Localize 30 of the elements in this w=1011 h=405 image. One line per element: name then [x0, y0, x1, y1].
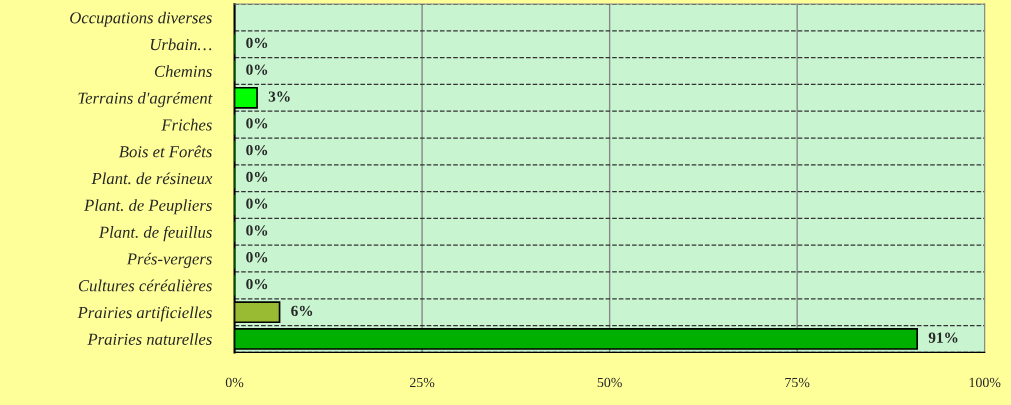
data-label: 0% — [246, 144, 268, 156]
data-label: 3% — [268, 91, 290, 102]
data-label: 0% — [246, 225, 268, 236]
y-tick-label: Plant. de résineux — [91, 172, 213, 185]
y-tick-label: Chemins — [154, 65, 212, 77]
y-tick-label: Friches — [161, 118, 212, 131]
data-label: 0% — [246, 252, 268, 263]
y-tick-label: Cultures céréalières — [78, 279, 212, 292]
x-tick-label: 0% — [225, 377, 244, 388]
y-tick-label: Prés-vergers — [126, 252, 212, 268]
y-tick-label: Plant. de feuillus — [98, 225, 212, 242]
data-label: 0% — [246, 198, 268, 209]
x-tick-label: 50% — [597, 377, 622, 388]
y-tick-label: Bois et Forêts — [118, 145, 212, 158]
data-label: 91% — [928, 332, 958, 343]
y-tick-label: Prairies naturelles — [87, 333, 212, 345]
y-tick-label: Urbain… — [150, 38, 212, 51]
data-label: 0% — [246, 37, 268, 49]
y-tick-label: Occupations diverses — [70, 11, 212, 27]
y-tick-label: Terrains d'agrément — [78, 92, 213, 108]
x-tick-label: 100% — [969, 377, 1001, 388]
data-label: 0% — [246, 118, 268, 129]
y-tick-label: Plant. de Peupliers — [84, 199, 212, 215]
x-tick-label: 25% — [409, 377, 435, 388]
y-tick-label: Prairies artificielles — [77, 306, 212, 322]
data-label: 0% — [246, 171, 268, 183]
data-label: 6% — [291, 305, 313, 317]
data-label: 0% — [246, 278, 268, 290]
data-label: 0% — [246, 64, 268, 75]
x-tick-label: 75% — [785, 377, 810, 388]
